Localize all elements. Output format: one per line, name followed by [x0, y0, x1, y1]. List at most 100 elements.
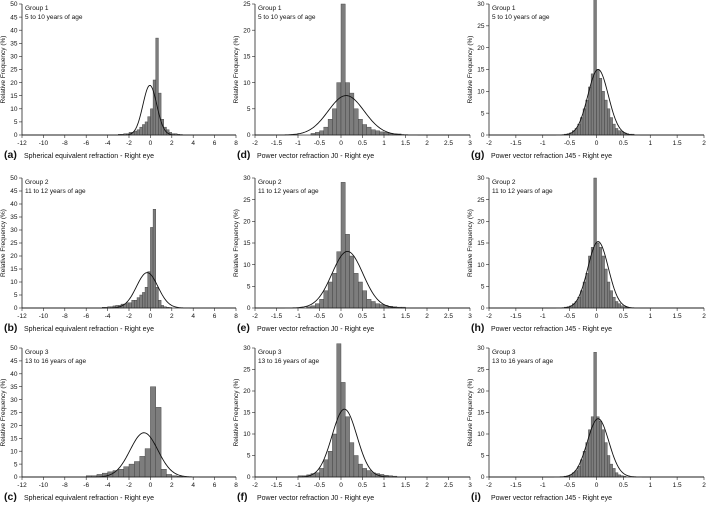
x-tick-label: 0.5 — [358, 140, 367, 147]
y-tick-label: 35 — [10, 214, 18, 221]
histogram-bar — [336, 82, 342, 136]
x-tick-label: 6 — [213, 140, 217, 147]
histogram-bar — [596, 69, 600, 136]
y-tick-label: 45 — [10, 14, 18, 21]
y-tick-label: 25 — [10, 67, 18, 74]
histogram-bar — [155, 287, 159, 309]
y-tick-label: 5 — [481, 284, 485, 291]
histogram-bar — [362, 290, 368, 309]
x-tick-label: -0.5 — [564, 140, 576, 147]
y-tick-label: 10 — [477, 89, 485, 96]
x-tick-label: -1.5 — [510, 140, 522, 147]
histogram-bar — [585, 99, 589, 136]
histogram-bar — [332, 108, 337, 136]
y-tick-label: 15 — [10, 436, 18, 443]
histogram-bar — [604, 442, 608, 478]
x-tick-label: -0.5 — [314, 140, 326, 147]
x-tick-label: -6 — [83, 313, 89, 320]
x-tick-label: -4 — [105, 140, 111, 147]
x-tick-label: -0.5 — [314, 313, 326, 320]
y-tick-label: 20 — [477, 388, 485, 395]
histogram-bar — [349, 255, 355, 309]
histogram-bar — [349, 92, 355, 136]
x-axis-label: Power vector refraction J45 - Right eye — [491, 153, 612, 160]
histogram-bar — [134, 130, 138, 136]
histogram-bar — [142, 292, 146, 309]
panel-g: 0 5 10 15 20 25 30 -2 -1.5 -1 -0.5 0 0.5 1 1.5 2 Relativ… — [467, 0, 706, 161]
histogram-bar — [315, 303, 320, 309]
histogram-bar — [598, 78, 603, 136]
x-tick-label: 0 — [595, 482, 599, 489]
histogram-bar — [366, 126, 372, 136]
x-tick-label: -2 — [252, 313, 258, 320]
y-tick-label: 0 — [14, 305, 18, 312]
x-tick-label: 2 — [170, 140, 174, 147]
x-tick-label: 2 — [702, 482, 706, 489]
histogram-bar — [358, 463, 363, 478]
age-label: 13 to 16 years of age — [258, 358, 319, 365]
group-label: Group 3 — [492, 349, 516, 356]
histogram-bar — [128, 302, 132, 309]
histogram-bar — [358, 119, 363, 136]
x-axis-label: Spherical equivalent refraction - Right … — [24, 153, 154, 160]
y-tick-label: 30 — [10, 54, 18, 61]
y-tick-label: 30 — [10, 227, 18, 234]
histogram-bar — [144, 448, 151, 478]
x-tick-label: 0.5 — [619, 482, 628, 489]
y-tick-label: 50 — [10, 175, 18, 182]
histogram-bar — [598, 247, 603, 309]
y-tick-label: 15 — [10, 266, 18, 273]
age-label: 11 to 12 years of age — [258, 188, 319, 195]
histogram-bar — [601, 255, 605, 309]
age-label: 13 to 16 years of age — [492, 358, 553, 365]
histogram-bar — [123, 466, 130, 478]
histogram-bar — [612, 468, 616, 478]
histogram-bar — [617, 130, 621, 136]
panel-b: 0 5 10 15 20 25 30 35 40 45 50 -12 -10 -8 -6 -4 -2 0 2 4 6 8 R… — [0, 175, 238, 334]
x-tick-label: -0.5 — [564, 482, 576, 489]
panel-f: 0 5 10 15 20 25 30 -2 -1.5 -1 -0.5 0 0.5 1 1.5 2 2.5 3 Rel… — [233, 343, 472, 503]
group-label: Group 2 — [258, 179, 282, 186]
y-axis-label: Relative Frequency (%) — [233, 379, 240, 447]
histogram-bar — [609, 290, 613, 309]
histogram-bar — [615, 128, 619, 136]
histogram-bar — [615, 301, 619, 309]
age-label: 13 to 16 years of age — [25, 358, 86, 365]
x-tick-label: 0 — [339, 313, 343, 320]
x-tick-label: 1.5 — [673, 482, 682, 489]
histogram-bar — [128, 463, 135, 478]
y-tick-label: 0 — [481, 474, 485, 481]
x-tick-label: -1 — [295, 482, 301, 489]
x-tick-label: -12 — [17, 140, 27, 147]
x-tick-label: 8 — [234, 482, 238, 489]
y-tick-label: 0 — [14, 474, 18, 481]
histogram-bar — [319, 468, 325, 478]
x-tick-label: 1 — [382, 313, 386, 320]
histogram-bar — [340, 382, 346, 478]
y-tick-label: 30 — [243, 175, 251, 182]
x-tick-label: -2 — [126, 140, 132, 147]
x-tick-label: 0.5 — [619, 313, 628, 320]
y-tick-label: 15 — [477, 410, 485, 417]
panel-letter: (b) — [4, 322, 17, 334]
histogram-bar — [126, 302, 130, 309]
y-tick-label: 20 — [477, 219, 485, 226]
x-tick-label: -1.5 — [271, 482, 283, 489]
histogram-bar — [319, 299, 325, 309]
y-tick-label: 30 — [477, 345, 485, 352]
x-tick-label: 1.5 — [401, 313, 410, 320]
histogram-bar — [580, 459, 584, 478]
x-tick-label: -1 — [295, 140, 301, 147]
age-label: 5 to 10 years of age — [25, 14, 83, 21]
group-label: Group 3 — [258, 349, 282, 356]
histogram-bar — [598, 420, 603, 478]
histogram-bar — [340, 182, 346, 309]
x-tick-label: 0 — [339, 482, 343, 489]
y-tick-label: 30 — [10, 397, 18, 404]
y-tick-label: 10 — [243, 80, 251, 87]
histogram-bar — [353, 273, 359, 309]
x-tick-label: -0.5 — [564, 313, 576, 320]
histogram-bar — [585, 442, 589, 478]
histogram-bar — [139, 294, 143, 309]
